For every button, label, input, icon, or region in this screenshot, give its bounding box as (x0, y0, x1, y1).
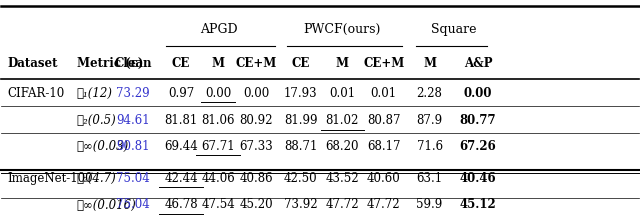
Text: 2.28: 2.28 (417, 87, 442, 100)
Text: ℓ∞(0.03): ℓ∞(0.03) (77, 140, 129, 153)
Text: 69.44: 69.44 (164, 140, 198, 153)
Text: 46.78: 46.78 (164, 199, 198, 211)
Text: 0.00: 0.00 (243, 87, 269, 100)
Text: Square: Square (431, 23, 477, 36)
Text: 94.61: 94.61 (116, 114, 150, 127)
Text: 40.86: 40.86 (239, 172, 273, 185)
Text: M: M (423, 57, 436, 70)
Text: ImageNet-100: ImageNet-100 (8, 172, 93, 185)
Text: 75.04: 75.04 (116, 172, 150, 185)
Text: 68.20: 68.20 (326, 140, 359, 153)
Text: 67.26: 67.26 (460, 140, 497, 153)
Text: 47.72: 47.72 (326, 199, 359, 211)
Text: 81.06: 81.06 (202, 114, 235, 127)
Text: APGD: APGD (200, 23, 237, 36)
Text: PWCF(ours): PWCF(ours) (303, 23, 381, 36)
Text: 68.17: 68.17 (367, 140, 401, 153)
Text: 81.02: 81.02 (326, 114, 359, 127)
Text: 44.06: 44.06 (201, 172, 235, 185)
Text: 59.9: 59.9 (417, 199, 443, 211)
Text: 71.6: 71.6 (417, 140, 443, 153)
Text: 45.20: 45.20 (239, 199, 273, 211)
Text: A&P: A&P (464, 57, 492, 70)
Text: 45.12: 45.12 (460, 199, 497, 211)
Text: 87.9: 87.9 (417, 114, 443, 127)
Text: Metric (ε): Metric (ε) (77, 57, 143, 70)
Text: 40.60: 40.60 (367, 172, 401, 185)
Text: CIFAR-10: CIFAR-10 (8, 87, 65, 100)
Text: CE+M: CE+M (363, 57, 404, 70)
Text: 63.1: 63.1 (417, 172, 443, 185)
Text: 42.44: 42.44 (164, 172, 198, 185)
Text: 42.50: 42.50 (284, 172, 317, 185)
Text: CE: CE (172, 57, 190, 70)
Text: 75.04: 75.04 (116, 199, 150, 211)
Text: CE: CE (292, 57, 310, 70)
Text: 81.81: 81.81 (164, 114, 198, 127)
Text: 40.46: 40.46 (460, 172, 497, 185)
Text: 80.77: 80.77 (460, 114, 497, 127)
Text: 47.54: 47.54 (201, 199, 235, 211)
Text: 43.52: 43.52 (326, 172, 359, 185)
Text: ℓ₂(0.5): ℓ₂(0.5) (77, 114, 116, 127)
Text: 88.71: 88.71 (284, 140, 317, 153)
Text: CE+M: CE+M (236, 57, 277, 70)
Text: ℓ∞(0.016): ℓ∞(0.016) (77, 199, 136, 211)
Text: 90.81: 90.81 (116, 140, 150, 153)
Text: 0.01: 0.01 (371, 87, 397, 100)
Text: Dataset: Dataset (8, 57, 58, 70)
Text: 0.00: 0.00 (205, 87, 231, 100)
Text: 81.99: 81.99 (284, 114, 317, 127)
Text: M: M (336, 57, 349, 70)
Text: 67.71: 67.71 (201, 140, 235, 153)
Text: ℓ₁(12): ℓ₁(12) (77, 87, 113, 100)
Text: 17.93: 17.93 (284, 87, 317, 100)
Text: 80.87: 80.87 (367, 114, 401, 127)
Text: 0.01: 0.01 (329, 87, 355, 100)
Text: 73.92: 73.92 (284, 199, 317, 211)
Text: 0.97: 0.97 (168, 87, 194, 100)
Text: 0.00: 0.00 (464, 87, 492, 100)
Text: 73.29: 73.29 (116, 87, 150, 100)
Text: M: M (212, 57, 225, 70)
Text: Clean: Clean (115, 57, 152, 70)
Text: 47.72: 47.72 (367, 199, 401, 211)
Text: 80.92: 80.92 (239, 114, 273, 127)
Text: 67.33: 67.33 (239, 140, 273, 153)
Text: ℓ₂(4.7): ℓ₂(4.7) (77, 172, 116, 185)
